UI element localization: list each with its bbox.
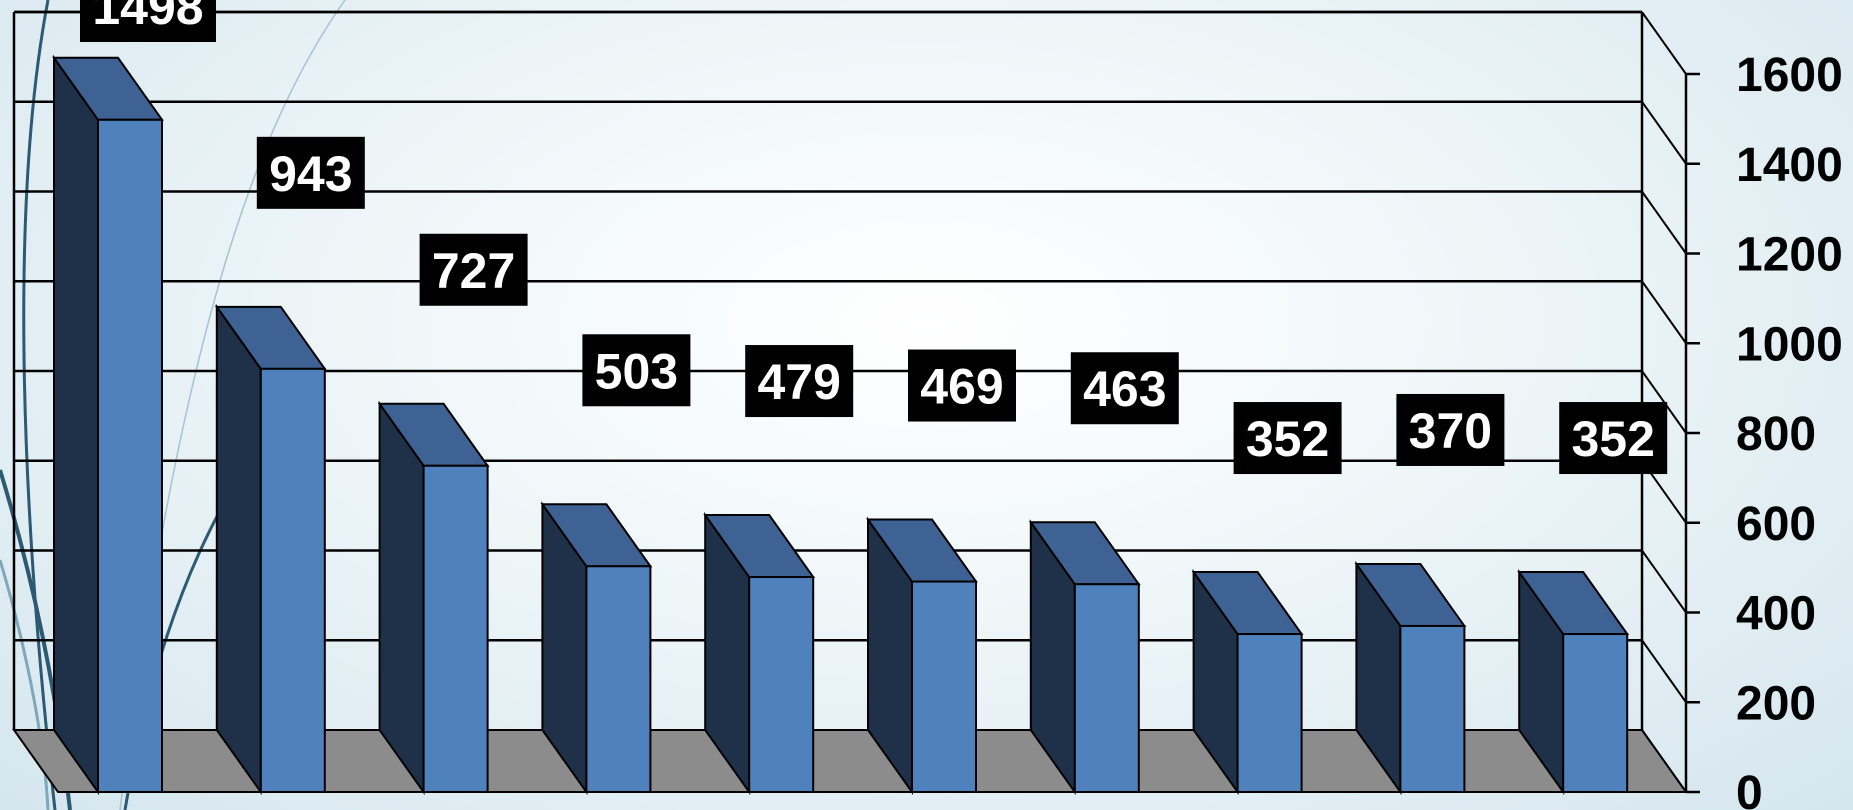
data-label-text: 469 bbox=[920, 359, 1003, 415]
y-tick-label: 600 bbox=[1736, 498, 1816, 551]
data-label-text: 352 bbox=[1571, 411, 1654, 467]
data-label: 1498 bbox=[80, 0, 216, 42]
bar-front-face bbox=[585, 565, 652, 793]
bar bbox=[214, 303, 327, 796]
wall-gridline bbox=[1641, 549, 1687, 614]
data-label: 370 bbox=[1396, 393, 1505, 466]
y-tick-label: 1400 bbox=[1736, 139, 1843, 192]
data-label-text: 727 bbox=[432, 243, 515, 299]
y-tick-label: 0 bbox=[1736, 767, 1763, 810]
y-tick-label: 400 bbox=[1736, 588, 1816, 641]
bar bbox=[1028, 519, 1141, 796]
data-label: 479 bbox=[745, 345, 854, 418]
bar-front-face bbox=[1073, 583, 1140, 794]
wall-gridline bbox=[1641, 101, 1687, 165]
bar-side-face bbox=[215, 303, 262, 796]
data-label-box bbox=[419, 233, 528, 306]
bars bbox=[52, 54, 1630, 796]
y-tick-label: 800 bbox=[1736, 408, 1816, 461]
data-label-text: 463 bbox=[1083, 361, 1166, 417]
bar bbox=[1354, 560, 1467, 796]
wall-gridline bbox=[1641, 190, 1687, 255]
data-label: 469 bbox=[908, 349, 1016, 422]
data-label: 352 bbox=[1559, 402, 1668, 475]
bar-front-face bbox=[748, 576, 815, 794]
bar bbox=[703, 511, 816, 796]
y-tick-label: 1600 bbox=[1736, 49, 1843, 102]
bar bbox=[1191, 568, 1304, 796]
data-label: 463 bbox=[1070, 352, 1179, 425]
bar bbox=[866, 516, 978, 796]
data-label-text: 943 bbox=[269, 146, 352, 202]
data-label-box bbox=[745, 345, 854, 418]
bar-front-face bbox=[422, 464, 489, 793]
data-label-box bbox=[80, 0, 216, 42]
bar-front-face bbox=[259, 367, 326, 793]
bar-side-face bbox=[53, 54, 99, 796]
wall-gridline bbox=[1641, 370, 1687, 434]
data-label-text: 352 bbox=[1246, 411, 1329, 467]
data-label: 727 bbox=[419, 233, 528, 306]
data-label-box bbox=[1559, 402, 1668, 475]
data-label-text: 503 bbox=[595, 343, 678, 399]
bar-front-face bbox=[911, 580, 977, 793]
y-tick-label: 1200 bbox=[1736, 229, 1843, 282]
y-axis-ticks: 0 200 400 600 800 1000 1200 1400 1600 bbox=[1684, 49, 1843, 810]
bar-front-face bbox=[97, 118, 163, 793]
data-label-box bbox=[1070, 352, 1179, 425]
bar-front-face bbox=[1236, 633, 1303, 793]
data-label-box bbox=[1396, 393, 1505, 466]
data-labels: 1498 943 727 503 479 469 463 352 370 352 bbox=[80, 0, 1668, 475]
data-label-box bbox=[582, 334, 691, 407]
y-tick-label: 200 bbox=[1736, 677, 1816, 730]
bar bbox=[52, 54, 164, 796]
bar-front-face bbox=[1562, 633, 1629, 793]
bar-front-face bbox=[1399, 624, 1466, 794]
data-label-box bbox=[256, 136, 365, 209]
data-label-box bbox=[1233, 402, 1342, 475]
bar-side-face bbox=[378, 400, 425, 796]
wall-gridline bbox=[1641, 280, 1687, 344]
data-label: 352 bbox=[1233, 402, 1342, 475]
data-label-text: 1498 bbox=[92, 0, 203, 35]
data-label: 503 bbox=[582, 334, 691, 407]
wall-gridline bbox=[1641, 639, 1687, 703]
data-label-text: 479 bbox=[757, 354, 840, 410]
bar bbox=[540, 501, 653, 796]
data-label: 943 bbox=[256, 136, 365, 209]
wall-gridline bbox=[1641, 11, 1687, 75]
bar bbox=[1517, 568, 1630, 796]
bar bbox=[377, 400, 490, 796]
data-label-text: 370 bbox=[1409, 403, 1492, 459]
data-label-box bbox=[908, 349, 1016, 422]
y-tick-label: 1000 bbox=[1736, 318, 1843, 371]
